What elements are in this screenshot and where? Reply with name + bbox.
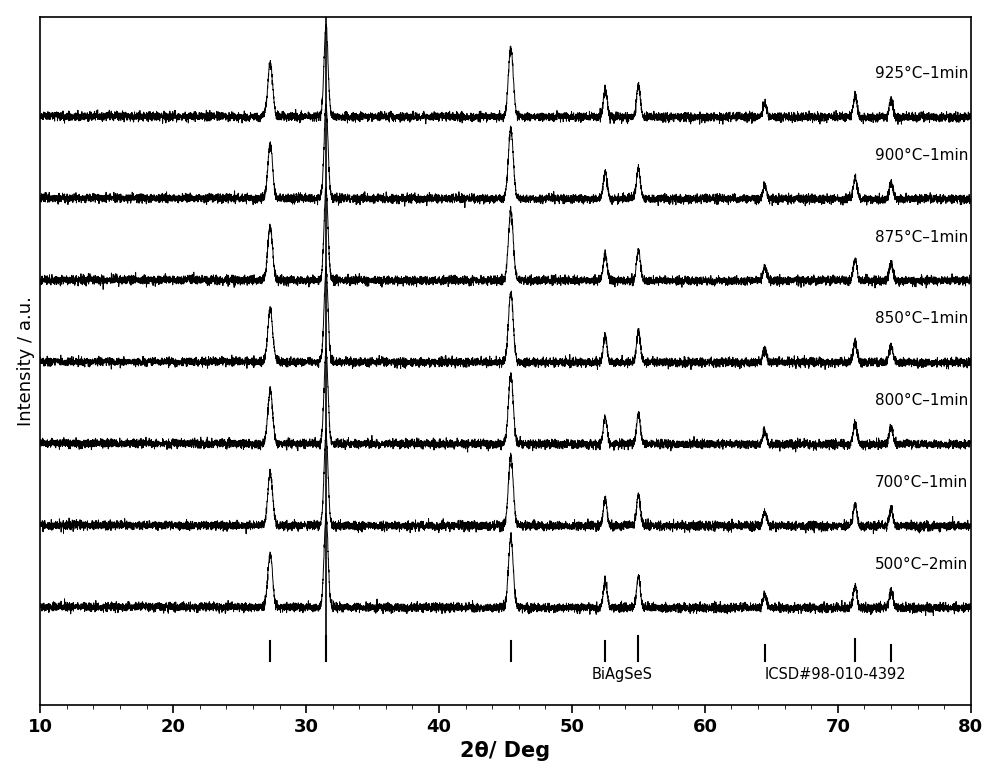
Text: 500°C–2min: 500°C–2min [875, 557, 968, 572]
Text: 875°C–1min: 875°C–1min [875, 230, 968, 245]
Text: 700°C–1min: 700°C–1min [875, 475, 968, 490]
Text: BiAgSeS: BiAgSeS [592, 667, 653, 682]
Text: 850°C–1min: 850°C–1min [875, 311, 968, 327]
Text: ICSD#98-010-4392: ICSD#98-010-4392 [765, 667, 906, 682]
Text: 925°C–1min: 925°C–1min [875, 66, 968, 81]
Y-axis label: Intensity / a.u.: Intensity / a.u. [17, 296, 35, 426]
Text: 900°C–1min: 900°C–1min [875, 148, 968, 163]
Text: 800°C–1min: 800°C–1min [875, 393, 968, 408]
X-axis label: 2θ/ Deg: 2θ/ Deg [460, 741, 551, 762]
